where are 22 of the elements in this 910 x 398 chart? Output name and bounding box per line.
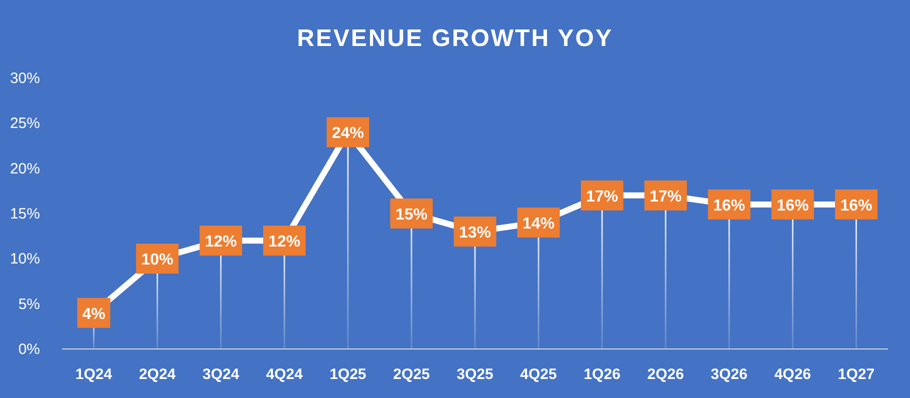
x-tick-label: 3Q25 xyxy=(456,366,494,383)
x-tick-label: 2Q24 xyxy=(138,366,176,383)
x-tick-label: 4Q25 xyxy=(520,366,557,383)
y-tick-label: 0% xyxy=(18,341,40,358)
x-tick-label: 2Q26 xyxy=(647,366,684,383)
y-tick-label: 25% xyxy=(10,115,40,132)
y-tick-label: 15% xyxy=(10,206,40,222)
y-tick-label: 5% xyxy=(18,296,40,313)
y-tick-label: 10% xyxy=(10,250,40,268)
x-tick-label: 1Q24 xyxy=(75,366,113,383)
x-tick-label: 1Q25 xyxy=(330,366,366,383)
chart-title: REVENUE GROWTH YOY xyxy=(297,25,613,52)
y-tick-label: 20% xyxy=(10,160,40,178)
x-tick-label: 3Q26 xyxy=(710,366,748,383)
x-tick-label: 1Q26 xyxy=(584,366,620,383)
x-tick-label: 3Q24 xyxy=(202,366,240,383)
y-tick-label: 30% xyxy=(10,70,40,87)
data-label: 4% xyxy=(82,306,106,323)
x-tick-label: 2Q25 xyxy=(393,366,430,383)
x-tick-label: 4Q24 xyxy=(266,366,304,383)
x-tick-label: 4Q26 xyxy=(774,366,812,383)
x-tick-label: 1Q27 xyxy=(838,366,875,383)
